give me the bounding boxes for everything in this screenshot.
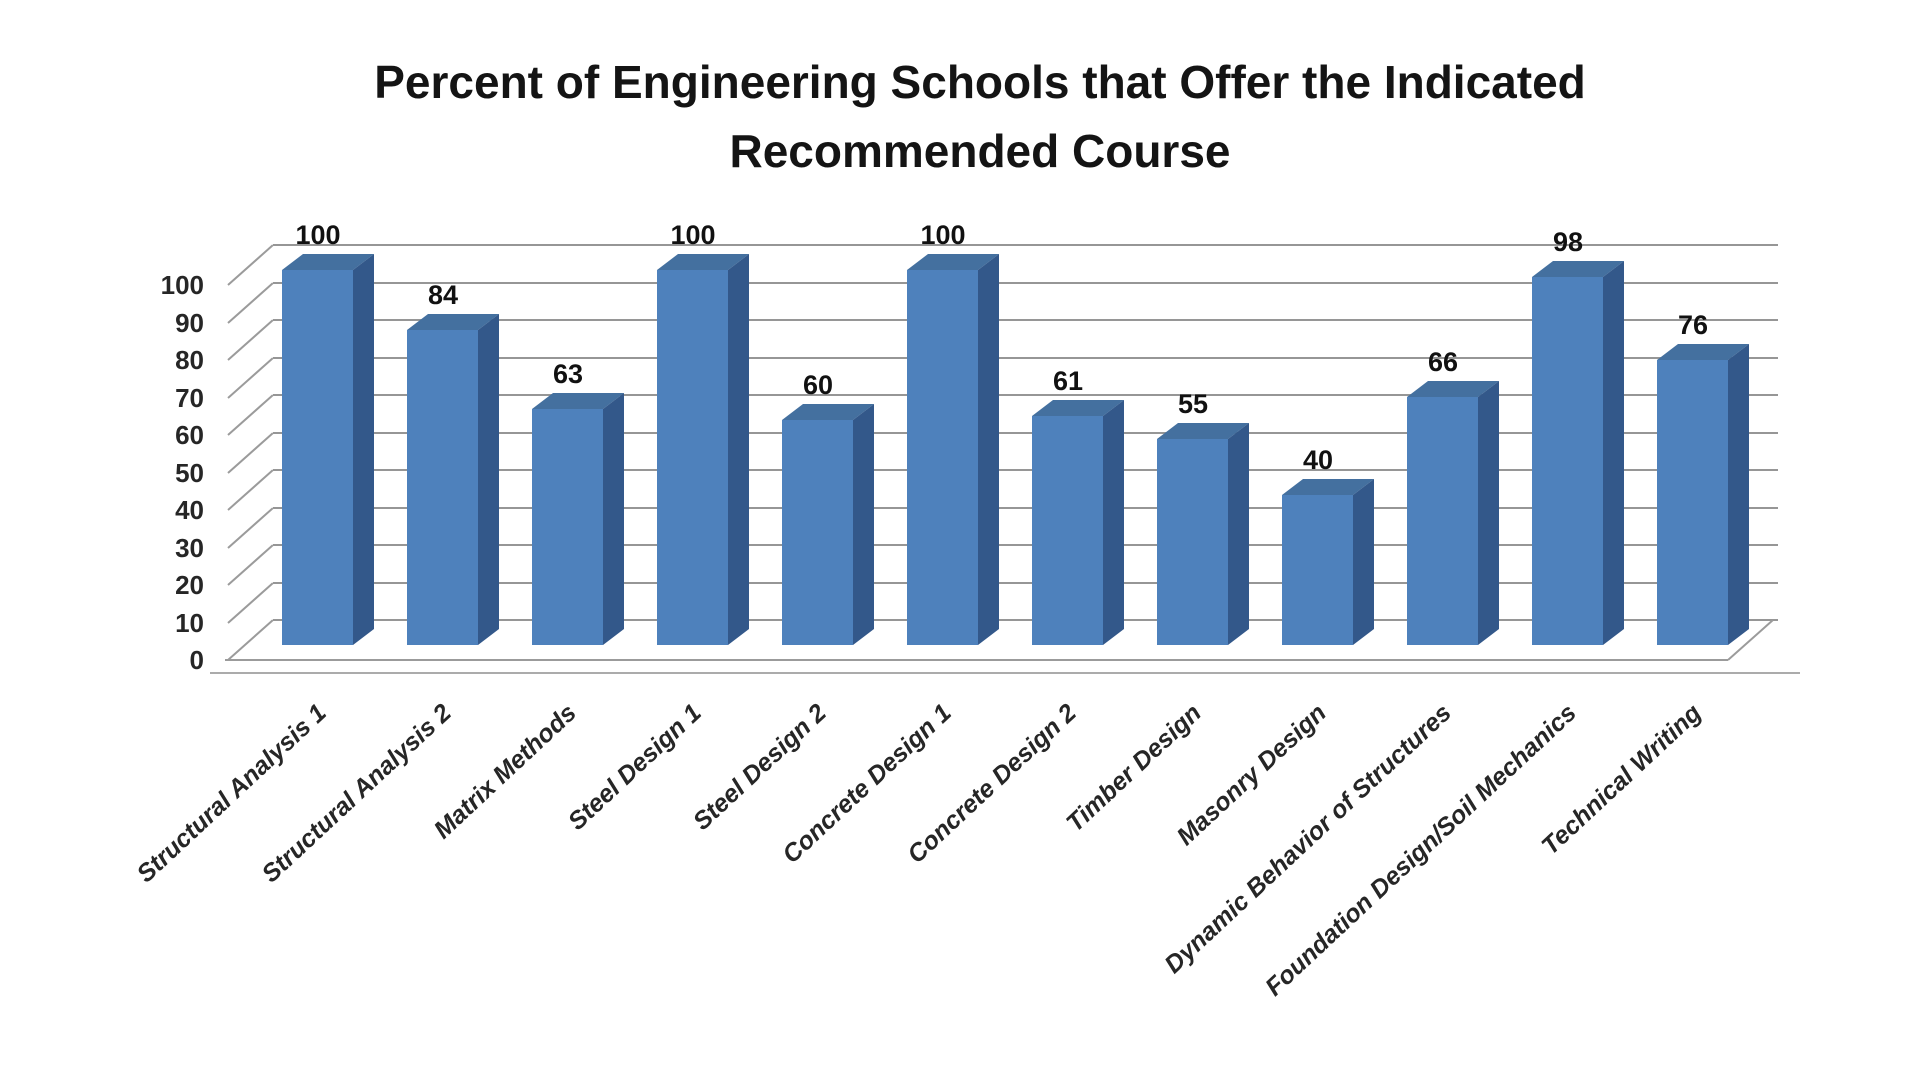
chart-title-line-1: Percent of Engineering Schools that Offe… bbox=[374, 56, 1586, 108]
bar-side-face-matrix-methods bbox=[603, 393, 624, 645]
bar-front-face-concrete-design-2 bbox=[1032, 416, 1103, 645]
axis-depth-tick-20 bbox=[227, 544, 274, 586]
bar-side-face-foundation-design-soil-mechanics bbox=[1603, 261, 1624, 645]
bar-top-face-dynamic-behavior-of-structures bbox=[1407, 381, 1499, 397]
bar-front-face-structural-analysis-2 bbox=[407, 330, 478, 645]
y-axis-tick-label: 100 bbox=[160, 270, 204, 300]
y-axis-tick-label: 60 bbox=[175, 420, 204, 450]
gridline-50 bbox=[273, 431, 1778, 434]
floor-front-edge bbox=[225, 659, 1728, 661]
bar-value-label-matrix-methods: 63 bbox=[552, 359, 584, 389]
bar-front-face-foundation-design-soil-mechanics bbox=[1532, 277, 1603, 645]
bar-value-label-concrete-design-2: 61 bbox=[1052, 366, 1084, 396]
y-axis-tick-label: 0 bbox=[189, 645, 204, 675]
axis-depth-tick-60 bbox=[227, 394, 274, 436]
bar-top-face-steel-design-2 bbox=[782, 404, 874, 420]
bar-front-face-technical-writing bbox=[1657, 360, 1728, 645]
bar-top-face-steel-design-1 bbox=[657, 254, 749, 270]
bar-value-label-technical-writing: 76 bbox=[1677, 310, 1709, 340]
bar-side-face-structural-analysis-1 bbox=[353, 254, 374, 645]
y-axis-tick-label: 70 bbox=[175, 382, 204, 413]
bar-side-face-timber-design bbox=[1228, 423, 1249, 645]
axis-depth-tick-70 bbox=[227, 356, 274, 399]
bar-value-label-structural-analysis-1: 100 bbox=[295, 220, 341, 250]
bar-front-face-steel-design-2 bbox=[782, 420, 853, 645]
gridline-40 bbox=[273, 469, 1778, 471]
bar-value-label-steel-design-2: 60 bbox=[802, 370, 834, 400]
gridline-70 bbox=[273, 356, 1778, 359]
bar-value-label-structural-analysis-2: 84 bbox=[427, 280, 459, 310]
bar-top-face-timber-design bbox=[1157, 423, 1249, 439]
axis-depth-tick-10 bbox=[227, 581, 274, 624]
y-axis-tick-label: 80 bbox=[175, 345, 204, 375]
bar-top-face-concrete-design-2 bbox=[1032, 400, 1124, 416]
gridline-20 bbox=[273, 544, 1778, 546]
y-axis-tick-label: 90 bbox=[175, 307, 204, 338]
bar-top-face-technical-writing bbox=[1657, 344, 1749, 360]
bar-value-label-concrete-design-1: 100 bbox=[920, 220, 966, 250]
gridline-30 bbox=[273, 506, 1778, 509]
bar-top-face-structural-analysis-2 bbox=[407, 314, 499, 330]
axis-base-line bbox=[210, 672, 1800, 674]
axis-depth-tick-30 bbox=[227, 506, 274, 549]
bar-value-label-masonry-design: 40 bbox=[1302, 445, 1334, 475]
bar-top-face-structural-analysis-1 bbox=[282, 254, 374, 270]
bar-value-label-dynamic-behavior-of-structures: 66 bbox=[1427, 347, 1459, 377]
axis-depth-tick-100 bbox=[227, 244, 274, 286]
gridline-90 bbox=[273, 281, 1778, 284]
gridline-100 bbox=[273, 244, 1778, 246]
axis-depth-tick-40 bbox=[227, 469, 274, 511]
y-axis-tick-label: 20 bbox=[175, 570, 204, 600]
bar-side-face-steel-design-2 bbox=[853, 404, 874, 645]
y-axis-tick-label: 40 bbox=[175, 495, 204, 525]
bar-side-face-masonry-design bbox=[1353, 479, 1374, 645]
bar-front-face-masonry-design bbox=[1282, 495, 1353, 645]
bar-side-face-dynamic-behavior-of-structures bbox=[1478, 381, 1499, 645]
bar-front-face-dynamic-behavior-of-structures bbox=[1407, 397, 1478, 645]
axis-depth-tick-50 bbox=[227, 431, 274, 474]
bar-side-face-concrete-design-1 bbox=[978, 254, 999, 645]
axis-depth-tick-80 bbox=[227, 319, 274, 361]
bar-top-face-masonry-design bbox=[1282, 479, 1374, 495]
bar-front-face-timber-design bbox=[1157, 439, 1228, 645]
y-axis-tick-label: 10 bbox=[175, 607, 204, 638]
gridline-80 bbox=[273, 319, 1778, 321]
axis-depth-tick-0 bbox=[227, 619, 274, 661]
y-axis-tick-label: 50 bbox=[175, 457, 204, 488]
bar-value-label-foundation-design-soil-mechanics: 98 bbox=[1552, 227, 1584, 257]
gridline-60 bbox=[273, 394, 1778, 396]
chart-title: Percent of Engineering Schools that Offe… bbox=[160, 48, 1800, 186]
gridline-10 bbox=[273, 581, 1778, 584]
bar-value-label-timber-design: 55 bbox=[1177, 389, 1209, 419]
bar-front-face-steel-design-1 bbox=[657, 270, 728, 645]
bar-side-face-steel-design-1 bbox=[728, 254, 749, 645]
axis-depth-tick-90 bbox=[227, 281, 274, 324]
bar-front-face-concrete-design-1 bbox=[907, 270, 978, 645]
y-axis-tick-label: 30 bbox=[175, 532, 204, 563]
bar-side-face-structural-analysis-2 bbox=[478, 314, 499, 645]
gridline-0 bbox=[273, 619, 1778, 621]
bar-top-face-concrete-design-1 bbox=[907, 254, 999, 270]
bar-front-face-matrix-methods bbox=[532, 409, 603, 645]
bar-top-face-matrix-methods bbox=[532, 393, 624, 409]
bar-value-label-steel-design-1: 100 bbox=[670, 220, 716, 250]
bar-top-face-foundation-design-soil-mechanics bbox=[1532, 261, 1624, 277]
bar-front-face-structural-analysis-1 bbox=[282, 270, 353, 645]
chart-title-line-2: Recommended Course bbox=[729, 125, 1231, 177]
bar-side-face-technical-writing bbox=[1728, 344, 1749, 645]
bar-side-face-concrete-design-2 bbox=[1103, 400, 1124, 645]
